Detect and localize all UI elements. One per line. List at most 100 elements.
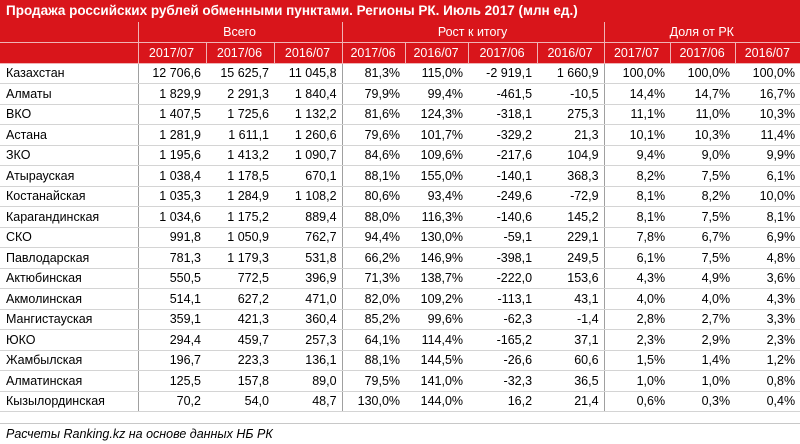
table-cell: -10,5: [537, 83, 605, 105]
table-cell: 1 178,5: [206, 165, 274, 187]
table-cell: 36,5: [537, 370, 605, 392]
table-cell: 64,1%: [342, 329, 406, 351]
table-cell: -249,6: [468, 186, 538, 207]
table-cell: 6,1%: [604, 247, 671, 269]
table-row: Атырауская 1 038,4 1 178,5 670,1 88,1% 155,0%…: [0, 165, 800, 187]
table-cell: 0,4%: [735, 391, 800, 412]
table-cell: 14,4%: [604, 83, 671, 105]
table-cell: 421,3: [206, 309, 274, 330]
table-cell: -140,6: [468, 206, 538, 228]
table-cell: 88,0%: [342, 206, 406, 228]
table-cell: 3,6%: [735, 268, 800, 289]
table-cell: 104,9: [537, 145, 605, 166]
table-cell: 109,2%: [405, 288, 469, 310]
table-cell: 1,5%: [604, 350, 671, 371]
group-header-share: Доля от РК: [604, 22, 800, 43]
table-cell: 1 132,2: [274, 104, 343, 125]
table-cell: 124,3%: [405, 104, 469, 125]
table-cell: 1 284,9: [206, 186, 274, 207]
region-name: Алматинская: [0, 370, 139, 392]
table-cell: -72,9: [537, 186, 605, 207]
table-row: Карагандинская 1 034,6 1 175,2 889,4 88,0% 11…: [0, 206, 800, 228]
table-row: Алматинская 125,5 157,8 89,0 79,5% 141,0% -32,…: [0, 370, 800, 392]
table-cell: -62,3: [468, 309, 538, 330]
table-cell: 1,0%: [670, 370, 736, 392]
table-cell: 48,7: [274, 391, 343, 412]
region-name: Актюбинская: [0, 268, 139, 289]
table-cell: 81,3%: [342, 63, 406, 84]
table-title: Продажа российских рублей обменными пунк…: [0, 0, 800, 22]
table-row: Костанайская 1 035,3 1 284,9 1 108,2 80,6% 93…: [0, 186, 800, 207]
table-cell: 359,1: [138, 309, 206, 330]
table-cell: 4,9%: [670, 268, 736, 289]
table-cell: 1 260,6: [274, 124, 343, 146]
table-cell: 16,7%: [735, 83, 800, 105]
table-cell: 4,3%: [604, 268, 671, 289]
table-cell: 4,0%: [604, 288, 671, 310]
table-cell: 1 660,9: [537, 63, 605, 84]
table-cell: 2,3%: [604, 329, 671, 351]
table-cell: 8,1%: [735, 206, 800, 228]
table-cell: 7,5%: [670, 206, 736, 228]
table-cell: 138,7%: [405, 268, 469, 289]
table-cell: 8,2%: [670, 186, 736, 207]
table-cell: 550,5: [138, 268, 206, 289]
table-cell: 471,0: [274, 288, 343, 310]
region-name: Алматы: [0, 83, 139, 105]
region-name: Костанайская: [0, 186, 139, 207]
table-cell: 9,9%: [735, 145, 800, 166]
table-cell: 1 090,7: [274, 145, 343, 166]
region-name: ВКО: [0, 104, 139, 125]
table-cell: 85,2%: [342, 309, 406, 330]
table-row: Жамбылская 196,7 223,3 136,1 88,1% 144,5% -26,…: [0, 350, 800, 371]
table-cell: 762,7: [274, 227, 343, 248]
table-cell: 79,5%: [342, 370, 406, 392]
region-name: Казахстан: [0, 63, 139, 84]
table-cell: 99,4%: [405, 83, 469, 105]
table-cell: 670,1: [274, 165, 343, 187]
sub-header: 2017/06: [468, 42, 538, 64]
table-cell: 115,0%: [405, 63, 469, 84]
header-corner-sub: [0, 42, 139, 64]
table-cell: -222,0: [468, 268, 538, 289]
table-cell: 781,3: [138, 247, 206, 269]
table-cell: 153,6: [537, 268, 605, 289]
table-cell: 1 050,9: [206, 227, 274, 248]
table-cell: 2,3%: [735, 329, 800, 351]
table-cell: 6,9%: [735, 227, 800, 248]
table-cell: 141,0%: [405, 370, 469, 392]
table-row: Мангистауская 359,1 421,3 360,4 85,2% 99,6% -6…: [0, 309, 800, 330]
table-cell: 8,2%: [604, 165, 671, 187]
table-cell: 531,8: [274, 247, 343, 269]
table-cell: 21,4: [537, 391, 605, 412]
table-cell: 136,1: [274, 350, 343, 371]
table-cell: 1 829,9: [138, 83, 206, 105]
table-row: ВКО 1 407,5 1 725,6 1 132,2 81,6% 124,3% -318,…: [0, 104, 800, 125]
source-note: Расчеты Ranking.kz на основе данных НБ Р…: [0, 423, 800, 444]
sub-header: 2017/06: [342, 42, 406, 64]
table-cell: 11,4%: [735, 124, 800, 146]
region-name: Атырауская: [0, 165, 139, 187]
table-cell: 8,1%: [604, 206, 671, 228]
table-row: ЮКО 294,4 459,7 257,3 64,1% 114,4% -165,2 37,1 2…: [0, 329, 800, 351]
table-cell: 146,9%: [405, 247, 469, 269]
sub-header: 2017/06: [670, 42, 736, 64]
table-cell: 60,6: [537, 350, 605, 371]
table-cell: -461,5: [468, 83, 538, 105]
table-cell: 16,2: [468, 391, 538, 412]
table-cell: 223,3: [206, 350, 274, 371]
table-cell: 94,4%: [342, 227, 406, 248]
table-cell: 1 611,1: [206, 124, 274, 146]
table-cell: 144,0%: [405, 391, 469, 412]
region-name: СКО: [0, 227, 139, 248]
table-row: Акмолинская 514,1 627,2 471,0 82,0% 109,2% -11…: [0, 288, 800, 310]
table-cell: 7,5%: [670, 247, 736, 269]
table-cell: 4,3%: [735, 288, 800, 310]
table-cell: 8,1%: [604, 186, 671, 207]
table-cell: 130,0%: [342, 391, 406, 412]
table-cell: 100,0%: [735, 63, 800, 84]
table-cell: 991,8: [138, 227, 206, 248]
table-cell: 84,6%: [342, 145, 406, 166]
table-cell: 889,4: [274, 206, 343, 228]
table-row: Алматы 1 829,9 2 291,3 1 840,4 79,9% 99,4% -46…: [0, 83, 800, 105]
